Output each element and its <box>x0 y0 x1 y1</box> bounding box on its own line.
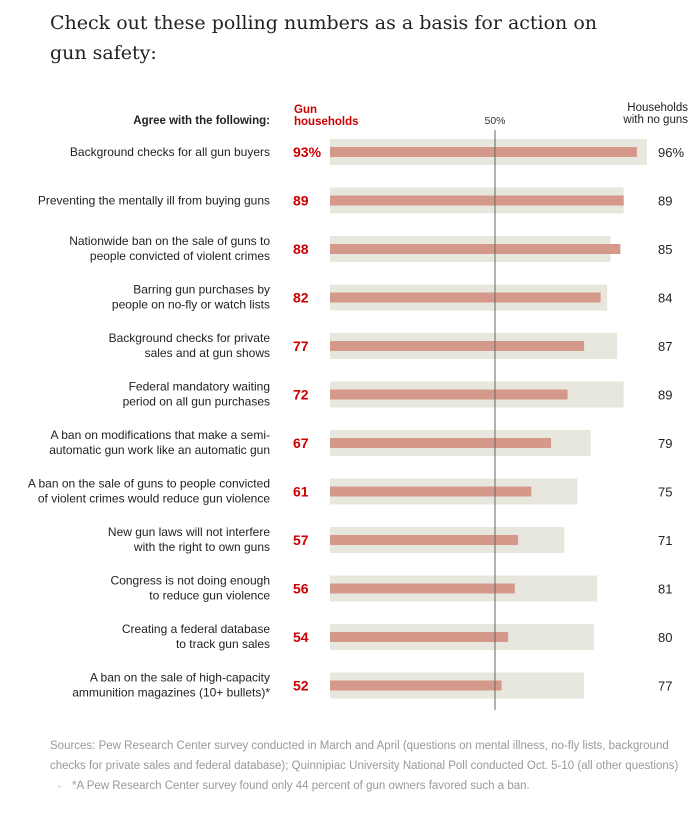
category-label: A ban on the sale of high-capacity <box>90 671 270 685</box>
value-label-gun: 56 <box>293 581 309 597</box>
value-label-gun: 88 <box>293 241 309 257</box>
header-line: Gun <box>294 104 317 116</box>
category-label: Background checks for private <box>109 331 271 345</box>
value-label-no-guns: 81 <box>658 582 672 597</box>
bar-gun-households <box>330 486 532 497</box>
value-label-gun: 72 <box>293 387 309 403</box>
value-label-gun: 89 <box>293 193 309 209</box>
category-label: New gun laws will not interfere <box>108 525 270 539</box>
value-label-no-guns: 79 <box>658 436 672 451</box>
category-label: Preventing the mentally ill from buying … <box>38 194 270 208</box>
bar-gun-households <box>330 438 552 448</box>
header-line: with no guns <box>623 114 688 126</box>
category-label: to reduce gun violence <box>149 589 270 603</box>
category-label: A ban on the sale of guns to people conv… <box>28 477 270 491</box>
header-line: Households <box>627 102 688 114</box>
bar-gun-households <box>330 583 515 594</box>
header-gun-households: Gun households <box>294 104 359 128</box>
bar-gun-households <box>330 195 624 206</box>
value-label-gun: 77 <box>293 338 309 354</box>
chart: Agree with the following: Background chec… <box>28 115 684 710</box>
value-label-gun: 52 <box>293 678 309 694</box>
category-label: Congress is not doing enough <box>111 574 270 588</box>
category-label: sales and at gun shows <box>145 346 270 360</box>
category-label: ammunition magazines (10+ bullets)* <box>72 686 270 700</box>
value-label-gun: 61 <box>293 484 309 500</box>
value-label-no-guns: 85 <box>658 242 672 257</box>
value-label-no-guns: 89 <box>658 194 672 209</box>
bar-gun-households <box>330 535 519 545</box>
value-label-no-guns: 80 <box>658 630 672 645</box>
page-title: Check out these polling numbers as a bas… <box>50 12 598 64</box>
category-label: Barring gun purchases by <box>133 283 270 297</box>
category-label: Nationwide ban on the sale of guns to <box>69 234 270 248</box>
value-label-gun: 57 <box>293 532 309 548</box>
value-label-no-guns: 96% <box>658 145 684 160</box>
category-header: Agree with the following: <box>133 115 270 127</box>
bar-gun-households <box>330 632 509 642</box>
category-label: automatic gun work like an automatic gun <box>49 443 270 457</box>
bar-gun-households <box>330 292 601 303</box>
category-label: Background checks for all gun buyers <box>70 145 270 159</box>
category-label: people on no-fly or watch lists <box>112 298 270 312</box>
footnote: *A Pew Research Center survey found only… <box>72 780 530 792</box>
bar-gun-households <box>330 341 585 351</box>
value-label-gun: 67 <box>293 435 309 451</box>
bar-gun-households <box>330 389 568 400</box>
category-label: period on all gun purchases <box>123 395 270 409</box>
bar-gun-households <box>330 147 637 157</box>
reference-label: 50% <box>484 115 505 127</box>
value-label-no-guns: 84 <box>658 291 672 306</box>
category-label: to track gun sales <box>176 637 270 651</box>
header-no-guns: Households with no guns <box>623 102 688 126</box>
value-label-no-guns: 75 <box>658 485 672 500</box>
category-label: people convicted of violent crimes <box>90 249 270 263</box>
value-label-no-guns: 89 <box>658 388 672 403</box>
value-label-gun: 82 <box>293 290 309 306</box>
header-line: households <box>294 116 359 128</box>
value-label-no-guns: 87 <box>658 339 672 354</box>
source-text: Sources: Pew Research Center survey cond… <box>50 740 679 772</box>
category-label: Creating a federal database <box>122 622 270 636</box>
value-label-gun: 93% <box>293 144 322 160</box>
category-label: with the right to own guns <box>133 540 270 554</box>
value-label-no-guns: 77 <box>658 679 672 694</box>
category-label: A ban on modifications that make a semi- <box>51 428 270 442</box>
value-label-gun: 54 <box>293 629 309 645</box>
bar-gun-households <box>330 680 502 691</box>
source-note: Sources: Pew Research Center survey cond… <box>50 736 680 797</box>
bar-gun-households <box>330 244 621 254</box>
separator: • <box>58 782 61 791</box>
category-label: of violent crimes would reduce gun viole… <box>38 492 270 506</box>
value-label-no-guns: 71 <box>658 533 672 548</box>
category-label: Federal mandatory waiting <box>129 380 270 394</box>
